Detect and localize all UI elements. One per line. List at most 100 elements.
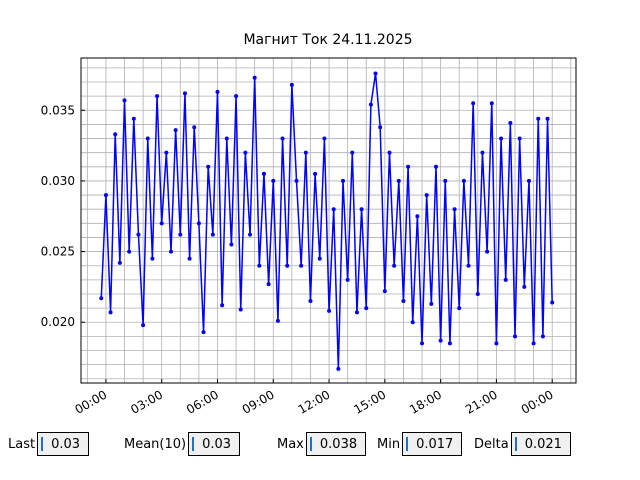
stat-field[interactable]: 0.03	[188, 432, 241, 456]
stat-field[interactable]: 0.03	[37, 432, 90, 456]
data-point	[475, 291, 480, 296]
data-point	[531, 341, 536, 346]
data-point	[280, 136, 285, 141]
y-tick-label: 0.035	[41, 103, 75, 117]
data-point	[187, 256, 192, 261]
x-tick-label: 00:00	[519, 387, 556, 416]
stat-field[interactable]: 0.017	[402, 432, 463, 456]
data-point	[141, 323, 146, 328]
stat: Min 0.017	[377, 432, 463, 456]
data-point	[392, 263, 397, 268]
data-point	[229, 242, 234, 247]
data-point	[424, 193, 429, 198]
y-tick-label: 0.030	[41, 174, 75, 188]
data-point	[489, 101, 494, 106]
data-point	[257, 263, 262, 268]
data-point	[308, 299, 313, 304]
data-point	[238, 307, 243, 312]
stat: Mean(10) 0.03	[124, 432, 241, 456]
data-point	[364, 306, 369, 311]
data-point	[271, 178, 276, 183]
cursor	[514, 437, 517, 451]
data-point	[289, 82, 294, 87]
data-point	[234, 94, 239, 99]
data-point	[466, 263, 471, 268]
data-line	[100, 73, 553, 369]
data-point	[378, 125, 383, 130]
data-point	[415, 214, 420, 219]
data-point	[499, 136, 504, 141]
x-tick-label: 06:00	[184, 387, 221, 416]
data-point	[517, 136, 522, 141]
stat-label: Min	[377, 436, 401, 452]
stat: Max 0.038	[277, 432, 367, 456]
stat-label: Max	[277, 436, 304, 452]
data-point	[341, 178, 346, 183]
stat-value: 0.038	[319, 436, 358, 452]
data-point	[550, 300, 555, 305]
data-point	[122, 98, 127, 103]
data-point	[406, 164, 411, 169]
data-point	[173, 128, 178, 133]
data-point	[196, 221, 201, 226]
data-point	[113, 132, 118, 137]
data-point	[159, 221, 164, 226]
data-point	[145, 136, 150, 141]
data-point	[313, 171, 318, 176]
data-point	[485, 249, 490, 254]
data-point	[299, 263, 304, 268]
data-point	[248, 232, 253, 237]
x-tick-label: 12:00	[296, 387, 333, 416]
data-point	[103, 193, 108, 198]
data-point	[471, 101, 476, 106]
data-point	[201, 330, 206, 335]
data-point	[433, 164, 438, 169]
stat-label: Mean(10)	[124, 436, 187, 452]
data-point	[224, 136, 229, 141]
data-point	[131, 116, 136, 121]
cursor	[192, 437, 195, 451]
data-point	[178, 232, 183, 237]
stat-value: 0.03	[51, 436, 81, 452]
data-point	[382, 289, 387, 294]
data-point	[294, 178, 299, 183]
data-point	[192, 125, 197, 130]
data-point	[522, 284, 527, 289]
plot-frame	[80, 57, 577, 384]
stat-value: 0.03	[202, 436, 232, 452]
data-point	[261, 171, 266, 176]
data-point	[108, 310, 113, 315]
data-point	[215, 89, 220, 94]
data-point	[336, 366, 341, 371]
data-point	[303, 150, 308, 155]
stat: Delta 0.021	[474, 432, 571, 456]
stat-field[interactable]: 0.038	[305, 432, 367, 456]
data-point	[447, 341, 452, 346]
y-tick-label: 0.025	[41, 245, 75, 259]
cursor	[309, 437, 312, 451]
chart: Магнит Ток 24.11.2025 0.020 0.025 0.030 0.0…	[41, 32, 577, 417]
data-point	[420, 341, 425, 346]
data-point	[322, 136, 327, 141]
chart-title: Магнит Ток 24.11.2025	[243, 32, 412, 48]
x-tick-label: 15:00	[351, 387, 388, 416]
data-point	[387, 150, 392, 155]
data-point	[117, 260, 122, 265]
data-point	[540, 334, 545, 339]
data-point	[155, 94, 160, 99]
data-point	[182, 91, 187, 96]
y-tick-label: 0.020	[41, 315, 75, 329]
data-point	[345, 277, 350, 282]
data-point	[480, 150, 485, 155]
data-point	[136, 232, 141, 237]
stat-value: 0.017	[416, 436, 454, 452]
data-point	[243, 150, 248, 155]
data-point	[401, 299, 406, 304]
data-point	[350, 150, 355, 155]
data-point	[545, 116, 550, 121]
x-tick-label: 09:00	[240, 387, 277, 416]
stat-field[interactable]: 0.021	[510, 432, 571, 456]
data-point	[206, 164, 211, 169]
data-point	[220, 303, 225, 308]
